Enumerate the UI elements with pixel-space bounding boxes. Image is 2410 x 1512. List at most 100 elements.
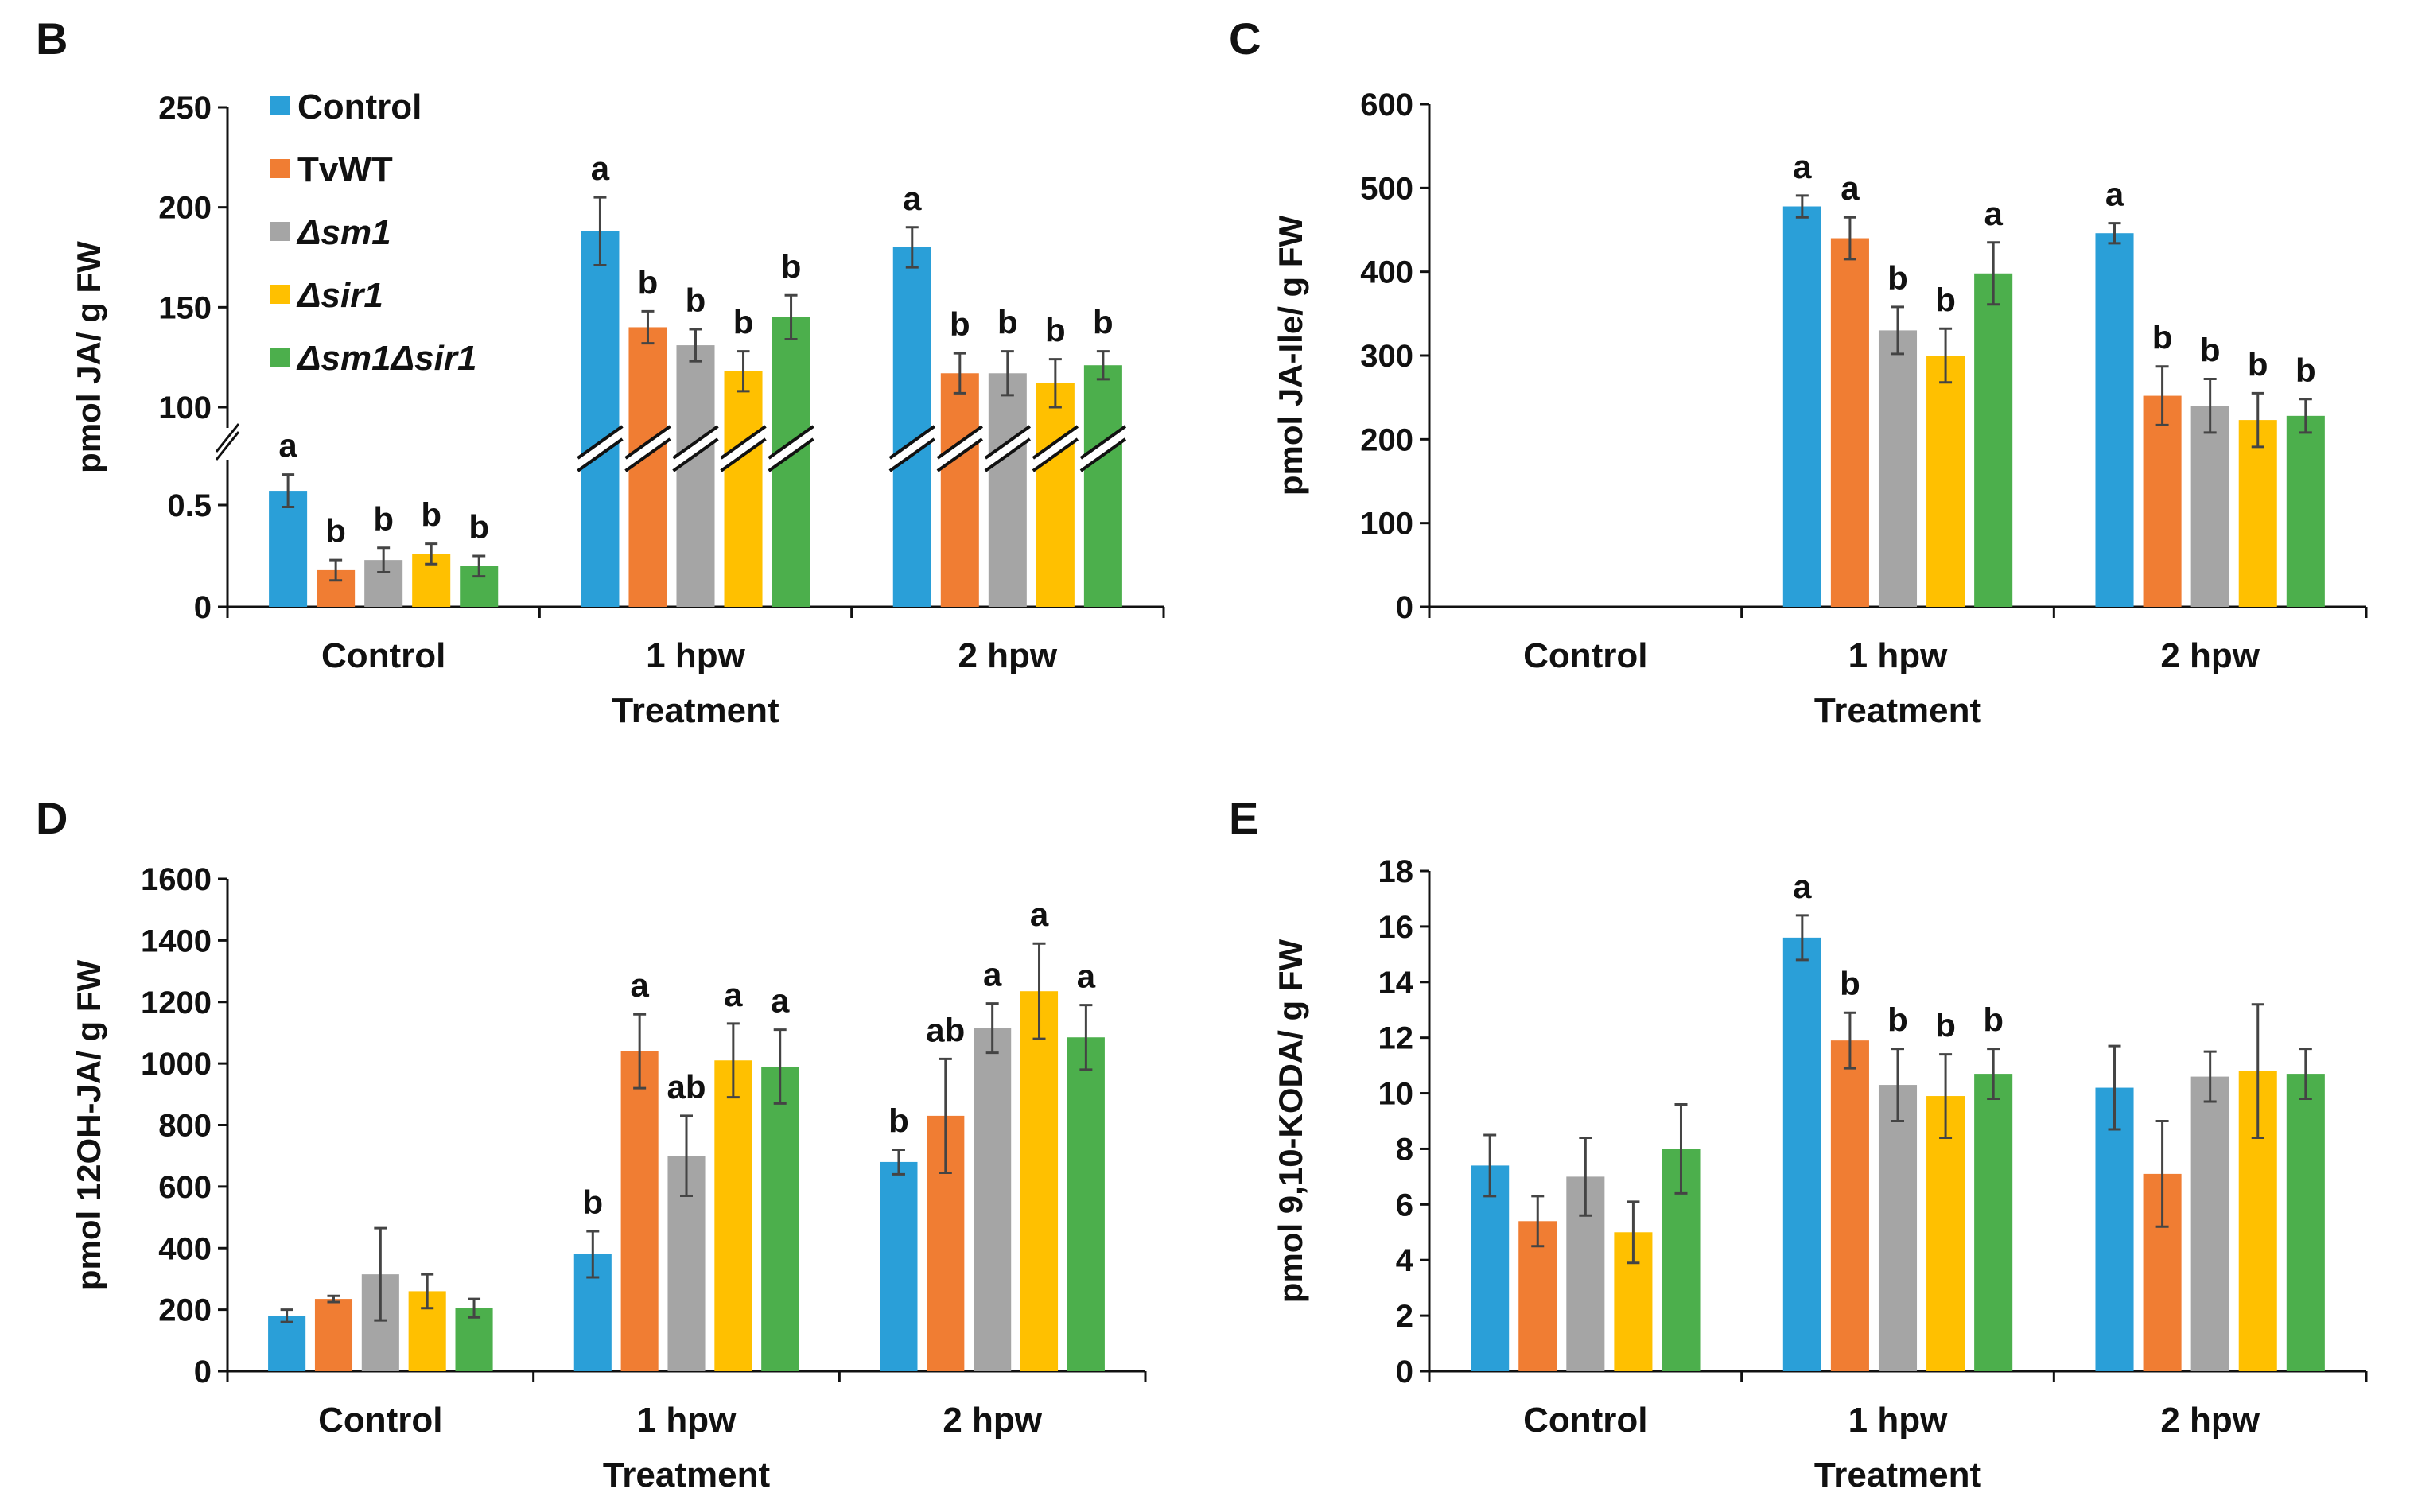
significance-letter: a [1793, 868, 1812, 905]
significance-letter: a [1984, 195, 2003, 232]
y-axis-title: pmol JA-Ile/ g FW [1272, 215, 1309, 496]
bar-break-gap [889, 426, 935, 471]
bar-break-gap [721, 426, 766, 471]
bar-break-mark [624, 437, 671, 472]
significance-letter: a [1841, 169, 1860, 207]
x-axis-title: Treatment [612, 691, 779, 730]
bar-break-mark [624, 425, 671, 460]
y-tick-label: 100 [158, 391, 212, 426]
x-tick-label: 2 hpw [958, 636, 1057, 675]
x-tick-label: Control [318, 1401, 442, 1440]
bar [1020, 991, 1059, 1371]
y-axis-title: pmol 12OH-JA/ g FW [70, 959, 107, 1290]
bar [2286, 1074, 2325, 1371]
y-tick-label: 14 [1378, 966, 1414, 1001]
legend-label: Δsm1Δsir1 [296, 339, 476, 378]
significance-letter: a [903, 180, 922, 217]
bar-break-mark [720, 437, 767, 472]
bar [761, 1066, 799, 1371]
bar [1974, 273, 2013, 607]
bar [269, 491, 308, 607]
significance-letter: b [781, 247, 802, 285]
panel-C: C 0 100 200 300 400 500 600 Control 1 hpw 2 hpw Tre… [1229, 14, 2368, 730]
y-tick-label: 10 [1378, 1077, 1414, 1112]
y-tick-label: 800 [158, 1109, 212, 1144]
significance-letter: a [630, 966, 649, 1004]
bar [581, 231, 620, 607]
y-tick-label: 150 [158, 290, 212, 325]
y-tick-label: 8 [1396, 1132, 1413, 1167]
y-tick-label: 250 [158, 91, 212, 126]
bar [1830, 238, 1869, 607]
bar [620, 1051, 659, 1371]
bar-break-gap [625, 426, 671, 471]
significance-letter: b [468, 508, 489, 546]
bar [1067, 1037, 1105, 1371]
y-tick-label: 200 [158, 191, 212, 226]
bar-break-mark [720, 425, 767, 460]
bar [1471, 1165, 1510, 1371]
bar [1878, 330, 1918, 607]
x-axis-title: Treatment [1814, 1456, 1982, 1495]
bar [1782, 937, 1821, 1371]
legend-label: Control [297, 87, 422, 126]
bar [1036, 383, 1075, 607]
y-tick-label: 400 [1360, 255, 1413, 290]
legend-swatch [270, 159, 290, 178]
y-tick-label: 200 [158, 1293, 212, 1328]
bar [268, 1316, 306, 1371]
significance-letter: b [638, 263, 659, 301]
legend-swatch [270, 285, 290, 304]
bar-break-gap [673, 426, 718, 471]
y-tick-label: 600 [1360, 87, 1413, 122]
y-tick-label: 0 [1396, 1355, 1413, 1390]
y-axis-title: pmol 9,10-KODA/ g FW [1272, 939, 1309, 1303]
axis-break-mark [215, 431, 240, 461]
y-tick-label: 18 [1378, 854, 1414, 889]
significance-letter: b [2152, 319, 2173, 356]
significance-letter: b [2248, 345, 2268, 383]
legend-swatch [270, 96, 290, 115]
panel-D: D 0 200 400 600 800 1000 1200 1400 1600 Control 1 h… [36, 793, 1147, 1495]
significance-letter: b [582, 1184, 603, 1221]
significance-letter: b [421, 496, 441, 534]
significance-letter: b [997, 304, 1018, 341]
significance-letter: b [1983, 1001, 2004, 1039]
bar-break-mark [1032, 437, 1079, 472]
bar-break-mark [577, 425, 624, 460]
legend-swatch [270, 348, 290, 367]
bar [2095, 233, 2134, 607]
bar-break-gap [985, 426, 1030, 471]
bar-break-mark [1032, 425, 1079, 460]
x-tick-label: 2 hpw [2160, 1401, 2260, 1440]
bar [974, 1028, 1012, 1371]
significance-letter: a [771, 982, 790, 1020]
significance-letter: b [1935, 281, 1956, 318]
legend-label: Δsm1 [296, 213, 391, 252]
bar-break-mark [984, 425, 1032, 460]
significance-letter: b [1840, 965, 1860, 1002]
bar [2190, 1076, 2229, 1371]
y-tick-label: 1000 [141, 1047, 212, 1082]
axis-break-mark [215, 423, 240, 453]
x-axis-title: Treatment [603, 1456, 771, 1495]
x-tick-label: 1 hpw [1848, 1401, 1948, 1440]
y-tick-label: 100 [1360, 507, 1413, 542]
panel-letter: B [36, 14, 68, 64]
bar [2286, 415, 2325, 607]
significance-letter: b [733, 304, 754, 341]
bar [314, 1299, 353, 1371]
bar [724, 371, 763, 607]
bar [676, 345, 715, 607]
bar-break-mark [1079, 437, 1127, 472]
significance-letter: a [1793, 148, 1812, 185]
bar-break-mark [984, 437, 1032, 472]
x-tick-label: 2 hpw [2160, 636, 2260, 675]
y-tick-label: 300 [1360, 339, 1413, 374]
bar-break-gap [1032, 426, 1078, 471]
significance-letter: b [888, 1102, 909, 1139]
bar [988, 373, 1027, 607]
y-tick-label: 0 [1396, 590, 1413, 625]
bar [2238, 420, 2277, 607]
significance-letter: b [1935, 1007, 1956, 1044]
